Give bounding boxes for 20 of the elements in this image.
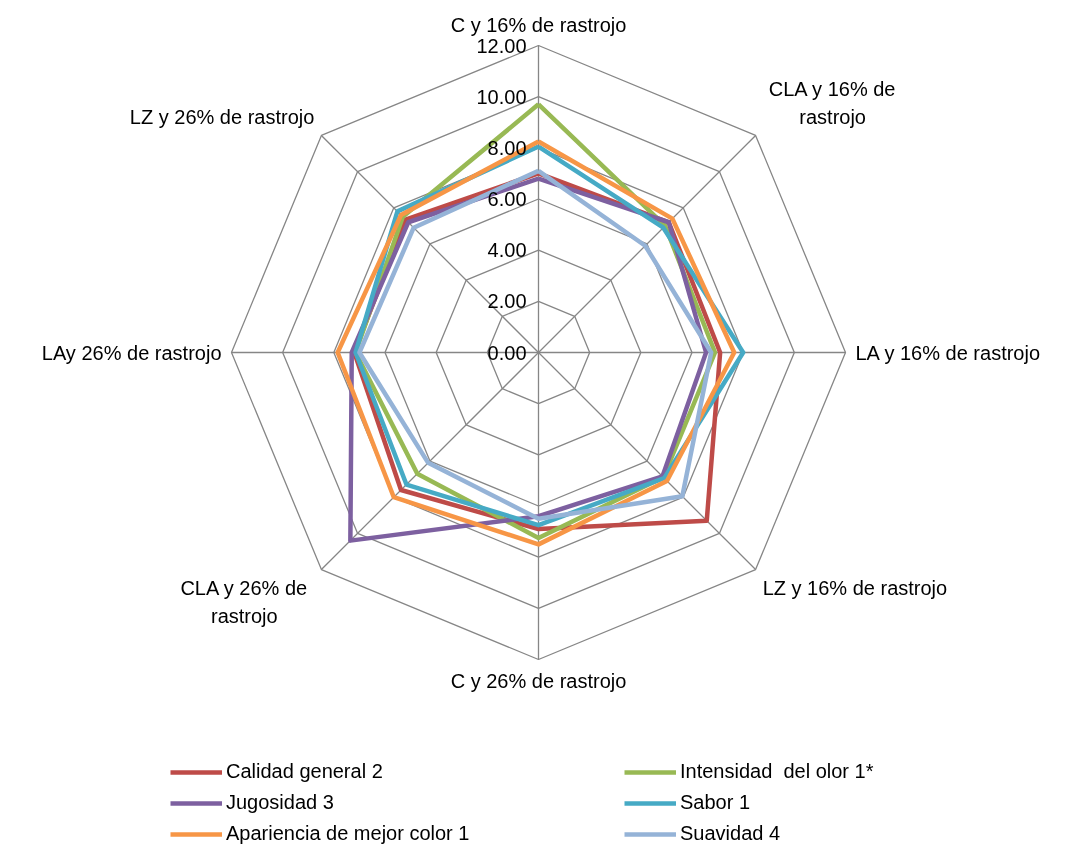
spoke-label: C y 26% de rastrojo [450,669,627,692]
spoke-label: LZ y 16% de rastrojo [762,576,948,599]
legend-label: Sabor 1 [680,791,752,814]
spoke-label: LAy 26% de rastrojo [41,341,222,364]
y-tick-label: 4.00 [487,239,527,262]
legend-label: Calidad general 2 [226,760,384,783]
y-tick-label: 6.00 [487,188,527,210]
legend-label: Apariencia de mejor color 1 [226,822,471,845]
legend-label: Suavidad 4 [680,822,782,845]
legend-label: Intensidad del olor 1* [680,760,875,783]
legend-label: Jugosidad 3 [226,791,335,814]
y-tick-label: 12.00 [476,34,527,57]
spoke-label: LZ y 26% de rastrojo [129,106,315,129]
spoke-label: CLA y 16% de rastrojo [768,77,896,129]
spoke-label: CLA y 26% de rastrojo [180,576,308,628]
spoke-label: C y 16% de rastrojo [450,13,627,36]
y-tick-label: 0.00 [487,341,527,364]
y-tick-label: 10.00 [476,85,527,108]
y-tick-label: 2.00 [487,290,527,313]
spoke-label: LA y 16% de rastrojo [855,341,1041,364]
